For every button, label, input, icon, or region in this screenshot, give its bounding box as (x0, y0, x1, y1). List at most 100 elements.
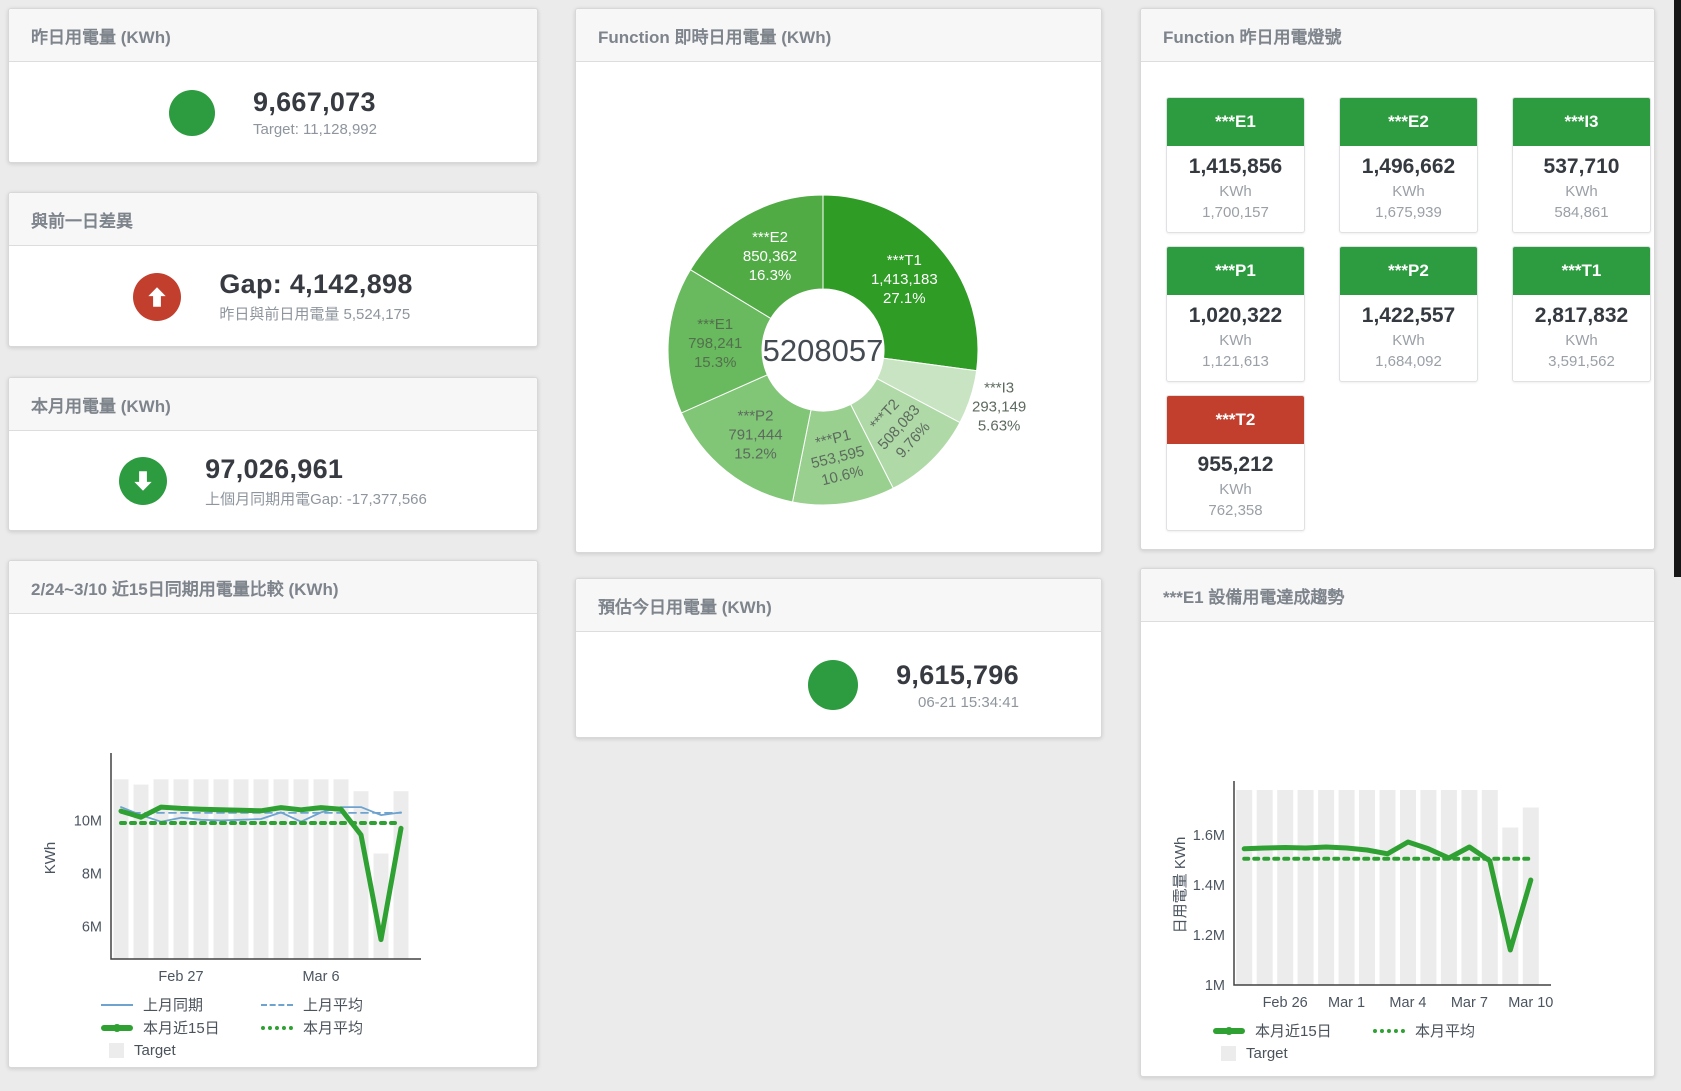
x-tick-label: Mar 10 (1508, 995, 1553, 1011)
target-bar (393, 791, 409, 959)
legend-item[interactable]: 上月同期 (101, 993, 261, 1016)
y-axis-label: 日用電量 KWh (1172, 837, 1189, 934)
series-line (120, 806, 402, 823)
status-circle-green (808, 660, 859, 710)
usage-donut-chart: ***T1 1,413,183 27.1% ***I3 293,149 5.63% ***T… (576, 62, 1101, 560)
stat-text: 97,026,961 上個月同期用電Gap: -17,377,566 (205, 454, 427, 509)
panel-body: 97,026,961 上個月同期用電Gap: -17,377,566 (9, 431, 537, 531)
target-bar (1277, 790, 1294, 985)
target-bar (1461, 790, 1478, 985)
target-bar (1256, 790, 1273, 985)
donut-slice (689, 194, 824, 320)
target-bar (1400, 790, 1416, 985)
tile-target-value: 3,591,562 (1548, 353, 1615, 370)
stat-subtitle: 上個月同期用電Gap: -17,377,566 (205, 490, 427, 508)
tile-status-header: ***E2 (1340, 98, 1477, 146)
tile-value: 1,422,557 (1361, 304, 1456, 327)
panel-title: 與前一日差異 (31, 211, 133, 231)
panel-header[interactable]: 預估今日用電量 (KWh) (576, 579, 1101, 632)
legend-item[interactable]: 本月平均 (261, 1016, 421, 1039)
tile-unit: KWh (1219, 332, 1252, 349)
legend-marker-box (109, 1043, 124, 1058)
target-bar (1522, 807, 1539, 985)
x-tick-label: Mar 6 (302, 969, 339, 985)
x-tick-label: Mar 4 (1389, 995, 1426, 1011)
panel-header[interactable]: 本月用電量 (KWh) (9, 378, 537, 431)
legend-item[interactable]: Target (101, 1039, 431, 1062)
legend-marker-line (101, 1003, 133, 1006)
tile-unit: KWh (1565, 183, 1598, 200)
stat-value: 9,667,073 (253, 87, 376, 117)
panel-header[interactable]: 與前一日差異 (9, 193, 537, 246)
stat-text: Gap: 4,142,898 昨日與前日用電量 5,524,175 (219, 269, 412, 324)
tile-target-value: 1,121,613 (1202, 353, 1269, 370)
stat-text: 9,667,073 Target: 11,128,992 (253, 87, 377, 138)
panel-header[interactable]: 昨日用電量 (KWh) (9, 9, 537, 62)
panel-header[interactable]: ***E1 設備用電達成趨勢 (1141, 569, 1654, 622)
donut-slice-label: ***I3 293,149 5.63% (972, 380, 1026, 435)
legend-item[interactable]: 本月平均 (1373, 1019, 1533, 1042)
legend-marker-dot (261, 1025, 293, 1030)
stat-value: 97,026,961 (205, 453, 344, 484)
tile-unit: KWh (1392, 183, 1425, 200)
legend-item[interactable]: 上月平均 (261, 993, 421, 1016)
target-bar (1420, 790, 1437, 985)
legend-marker-dot (113, 1023, 121, 1032)
panel-title: Function 即時日用電量 (KWh) (598, 27, 832, 47)
legend-label: 本月近15日 (1255, 1023, 1332, 1040)
panel-today-estimate: 預估今日用電量 (KWh) 9,615,796 06-21 15:34:41 (575, 578, 1102, 738)
stat-value: Gap: 4,142,898 (219, 269, 413, 299)
legend-marker-dot (1225, 1026, 1233, 1035)
y-tick-label: 10M (74, 813, 102, 829)
light-tile: ***T1 2,817,832 KWh 3,591,562 (1512, 246, 1651, 382)
panel-title: 昨日用電量 (KWh) (31, 27, 171, 47)
tile-unit: KWh (1565, 332, 1598, 349)
tile-status-header: ***E1 (1167, 98, 1304, 146)
legend-label: 上月同期 (143, 997, 204, 1014)
stat-row: 9,615,796 06-21 15:34:41 (576, 632, 1101, 738)
panel-15day-compare: 2/24~3/10 近15日同期用電量比較 (KWh) 6M 8M 10M Feb 2… (8, 560, 538, 1068)
target-bar (1440, 790, 1457, 985)
donut-slice (680, 374, 812, 503)
legend-item[interactable]: Target (1213, 1042, 1543, 1065)
panel-body: ***T1 1,413,183 27.1% ***I3 293,149 5.63% ***T… (576, 62, 1101, 560)
x-tick-label: Feb 27 (158, 969, 203, 985)
legend-item[interactable]: 本月近15日 (101, 1016, 261, 1039)
legend-item[interactable]: 本月近15日 (1213, 1019, 1373, 1042)
panel-header[interactable]: 2/24~3/10 近15日同期用電量比較 (KWh) (9, 561, 537, 614)
donut-svg: ***T1 1,413,183 27.1%***I3 293,149 5.63%***T… (667, 194, 1026, 506)
light-tile: ***P1 1,020,322 KWh 1,121,613 (1166, 246, 1305, 382)
target-bar (133, 784, 149, 959)
panel-header[interactable]: Function 昨日用電燈號 (1141, 9, 1654, 62)
tile-value: 537,710 (1543, 155, 1620, 178)
series-line (1241, 839, 1534, 953)
light-tile: ***E2 1,496,662 KWh 1,675,939 (1339, 97, 1478, 233)
compare-trend-legend: 上月同期 上月平均 本月近15日 本月平均 Target (101, 993, 431, 1062)
trend-svg: 6M 8M 10M Feb 27 Mar 6 KWh (42, 753, 421, 985)
donut-slice-label: ***E2 850,362 16.3% (743, 229, 797, 284)
target-bar (253, 779, 269, 959)
stat-subtitle: Target: 11,128,992 (253, 121, 377, 138)
light-tile: ***T2 955,212 KWh 762,358 (1166, 395, 1305, 531)
legend-label: Target (1246, 1045, 1288, 1062)
legend-marker-thick (101, 1023, 133, 1032)
panel-yesterday-usage: 昨日用電量 (KWh) 9,667,073 Target: 11,128,992 (8, 8, 538, 163)
target-bar (1481, 790, 1498, 985)
target-bar (1318, 790, 1335, 985)
series-line (118, 804, 404, 943)
panel-header[interactable]: Function 即時日用電量 (KWh) (576, 9, 1101, 62)
donut-slice-label: ***E1 798,241 15.3% (688, 316, 742, 371)
tile-status-header: ***P1 (1167, 247, 1304, 295)
target-bar (1297, 790, 1314, 985)
donut-slice-label: ***P2 791,444 15.2% (728, 407, 782, 462)
stat-row: 9,667,073 Target: 11,128,992 (9, 62, 537, 163)
compare-trend-chart: 6M 8M 10M Feb 27 Mar 6 KWh (9, 614, 537, 999)
legend-label: 本月平均 (303, 1020, 364, 1037)
y-tick-label: 1.2M (1193, 928, 1225, 944)
stat-value: 9,615,796 (896, 659, 1019, 690)
x-tick-label: Mar 7 (1451, 995, 1488, 1011)
panel-day-gap: 與前一日差異 Gap: 4,142,898 昨日與前日用電量 5,524,175 (8, 192, 538, 347)
tile-value: 1,020,322 (1188, 304, 1283, 327)
tile-status-header: ***P2 (1340, 247, 1477, 295)
